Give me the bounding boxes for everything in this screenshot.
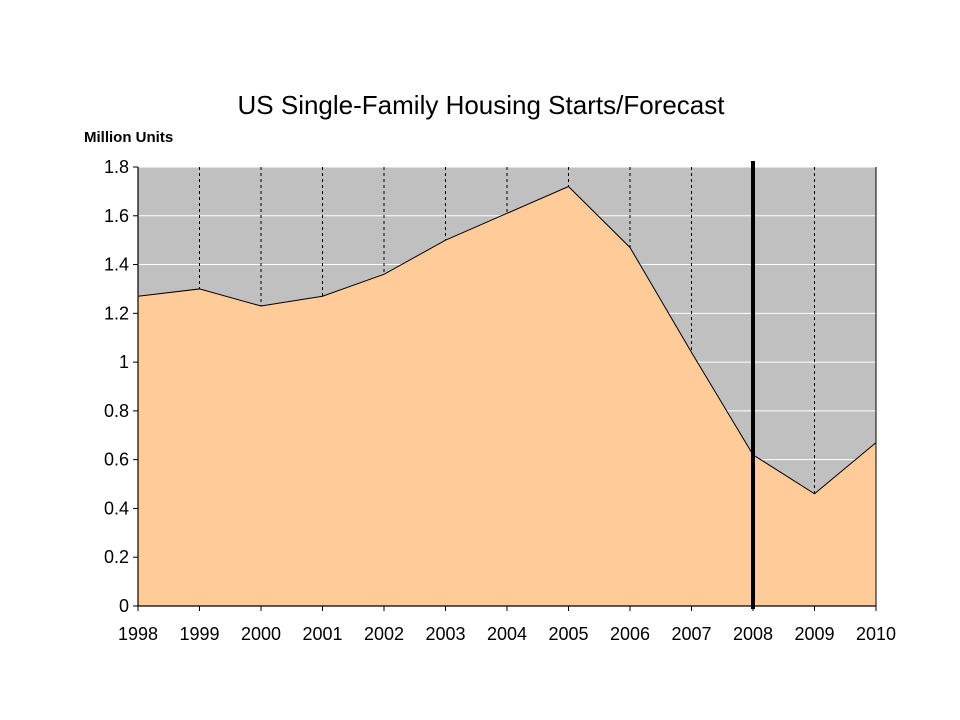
y-tick-label: 1.6 — [104, 206, 129, 226]
x-tick-label: 2010 — [856, 624, 896, 644]
x-tick-label: 2004 — [487, 624, 527, 644]
x-tick-label: 2008 — [733, 624, 773, 644]
y-tick-label: 0.8 — [104, 401, 129, 421]
x-tick-label: 2005 — [548, 624, 588, 644]
y-tick-label: 0.6 — [104, 450, 129, 470]
y-tick-label: 1.4 — [104, 255, 129, 275]
x-tick-label: 2001 — [302, 624, 342, 644]
y-tick-label: 1.2 — [104, 303, 129, 323]
y-tick-label: 0.2 — [104, 547, 129, 567]
x-tick-label: 2007 — [671, 624, 711, 644]
x-tick-label: 1999 — [179, 624, 219, 644]
x-tick-label: 2002 — [364, 624, 404, 644]
chart-title: US Single-Family Housing Starts/Forecast — [238, 90, 726, 120]
x-tick-label: 2000 — [241, 624, 281, 644]
x-tick-label: 2006 — [610, 624, 650, 644]
y-tick-label: 0 — [119, 596, 129, 616]
x-tick-label: 2009 — [794, 624, 834, 644]
x-tick-label: 2003 — [425, 624, 465, 644]
plot-area: 0 0.2 0.4 0.6 0.8 1 1.2 1.4 1.6 1.8 1998 1999 2000 20… — [104, 157, 896, 644]
y-tick-label: 0.4 — [104, 498, 129, 518]
y-axis-label: Million Units — [84, 129, 173, 146]
y-tick-label: 1 — [119, 352, 129, 372]
y-tick-label: 1.8 — [104, 157, 129, 177]
area-series — [138, 186, 876, 606]
x-tick-label: 1998 — [118, 624, 158, 644]
